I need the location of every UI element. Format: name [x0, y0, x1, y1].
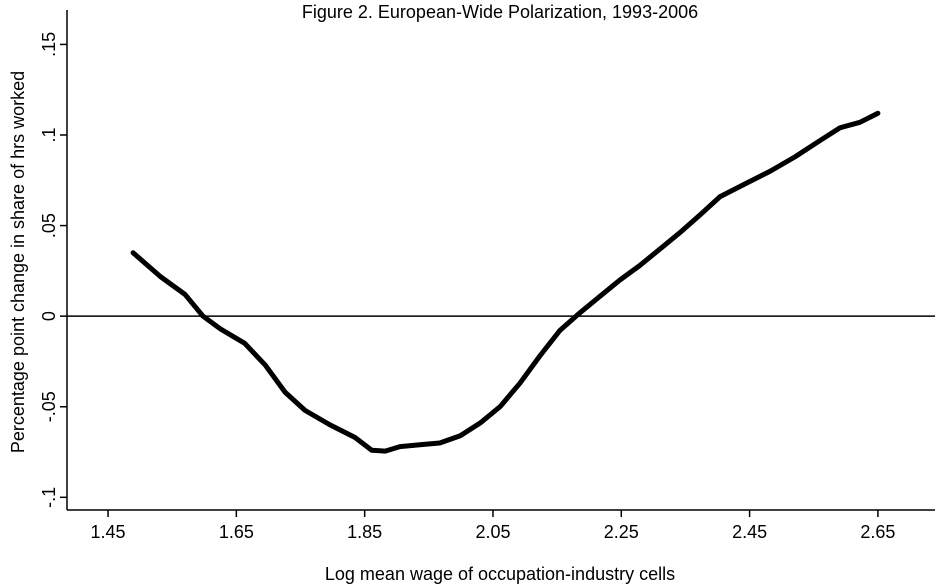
y-tick-label: -.1: [39, 487, 59, 508]
y-tick-label: .15: [39, 32, 59, 57]
x-tick-label: 2.45: [732, 522, 767, 542]
y-tick-label: 0: [39, 311, 59, 321]
y-tick-label: .1: [39, 127, 59, 142]
x-tick-label: 1.85: [347, 522, 382, 542]
x-tick-label: 2.25: [604, 522, 639, 542]
x-tick-label: 2.65: [860, 522, 895, 542]
x-axis-label: Log mean wage of occupation-industry cel…: [325, 564, 675, 584]
x-tick-label: 2.05: [475, 522, 510, 542]
x-tick-label: 1.45: [91, 522, 126, 542]
x-tick-label: 1.65: [219, 522, 254, 542]
y-tick-label: -.05: [39, 391, 59, 422]
y-axis-label: Percentage point change in share of hrs …: [8, 71, 28, 453]
y-tick-label: .05: [39, 213, 59, 238]
chart-title: Figure 2. European-Wide Polarization, 19…: [302, 2, 698, 22]
line-series: [130, 110, 881, 454]
